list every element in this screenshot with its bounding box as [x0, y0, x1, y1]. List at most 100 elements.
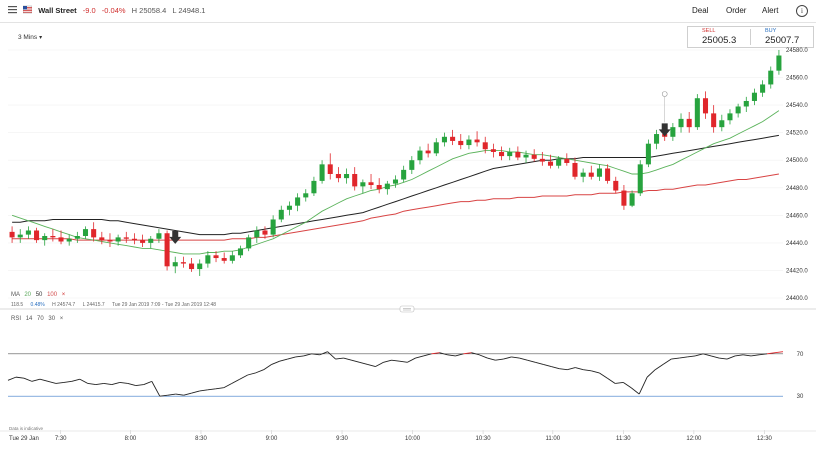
close-icon[interactable]: × [59, 316, 64, 322]
candle [629, 193, 635, 206]
rsi-segment [343, 357, 352, 361]
candle [441, 136, 447, 143]
candle [172, 262, 178, 267]
rsi-segment [71, 378, 81, 382]
timeframe-select[interactable]: 3 Mins ▾ [18, 34, 42, 41]
candle [189, 263, 195, 270]
candle [694, 98, 700, 128]
session-high: H 25058.4 [131, 6, 167, 15]
rsi-segment [311, 353, 320, 356]
instrument-name[interactable]: Wall Street [38, 6, 77, 15]
rsi-segment [694, 353, 704, 357]
pane-divider[interactable] [0, 305, 816, 313]
rsi-segment [95, 383, 104, 385]
candle [572, 162, 578, 177]
candle [34, 230, 40, 241]
time-tick-label: 9:00 [265, 436, 278, 442]
candle [401, 169, 407, 180]
rsi-segment [503, 356, 512, 360]
rsi-tick-label: 70 [797, 352, 804, 358]
rsi-segment [119, 381, 128, 384]
candle [164, 233, 170, 267]
candle [229, 255, 235, 261]
candle [474, 139, 480, 143]
ma20-label: 20 [24, 292, 32, 298]
ma-value-4: Tue 29 Jan 2019 7:09 - Tue 29 Jan 2019 1… [111, 302, 217, 308]
rsi-segment [183, 392, 192, 396]
rsi-segment [719, 357, 728, 360]
quote-box: SELL 25005.3 BUY 25007.7 [687, 26, 814, 48]
rsi-segment [55, 381, 64, 384]
rsi-segment [598, 372, 608, 379]
rsi-segment [471, 352, 480, 356]
rsi-segment [407, 357, 416, 363]
time-tick-label: 7:30 [54, 436, 67, 442]
close-icon[interactable]: × [61, 292, 66, 298]
candle [776, 55, 782, 71]
candle [515, 151, 521, 158]
rsi-segment [383, 359, 392, 363]
candle [409, 160, 415, 170]
time-tick-label: 10:00 [405, 436, 421, 442]
deal-button[interactable]: Deal [692, 6, 709, 15]
candle [17, 234, 23, 238]
alert-button[interactable]: Alert [762, 6, 779, 15]
rsi-segment [327, 351, 336, 360]
date-label: Tue 29 Jan [9, 436, 39, 442]
price-tick-label: 24580.0 [786, 48, 808, 54]
ma-legend[interactable]: MA 20 50 100 × [11, 292, 65, 298]
rsi-segment [239, 374, 248, 380]
order-button[interactable]: Order [726, 6, 747, 15]
chevron-down-icon: ▾ [39, 35, 43, 41]
rsi-segment [766, 352, 776, 355]
candle [246, 237, 252, 249]
candle [547, 161, 554, 166]
indicative-note: Data is indicative [9, 426, 44, 431]
rsi-segment [103, 383, 112, 385]
rsi-segment [662, 358, 672, 365]
rsi-segment [47, 380, 57, 384]
info-icon[interactable]: i [796, 5, 808, 17]
sell-quote[interactable]: SELL 25005.3 [688, 27, 750, 47]
candle [702, 98, 709, 114]
rsi-segment [575, 367, 584, 371]
rsi-segment [742, 354, 752, 357]
rsi-segment [606, 377, 616, 384]
ma50-path [12, 134, 779, 236]
rsi-segment [423, 353, 432, 357]
ma100-label: 100 [47, 292, 58, 298]
time-tick-label: 9:30 [336, 436, 348, 442]
rsi-segment [351, 359, 360, 363]
candle [115, 237, 121, 242]
rsi-segment [646, 369, 656, 378]
ma50-label: 50 [35, 292, 43, 298]
list-icon[interactable] [8, 6, 19, 15]
timeframe-value: 3 Mins [18, 34, 38, 41]
candle [768, 70, 774, 85]
price-tick-label: 24500.0 [786, 158, 808, 164]
buy-quote[interactable]: BUY 25007.7 [751, 27, 813, 47]
candle [9, 231, 15, 238]
rsi-segment [191, 390, 200, 394]
candle [654, 134, 660, 144]
candle [735, 106, 741, 114]
rsi-segment [151, 381, 161, 397]
candle [670, 127, 676, 137]
marker-handle [661, 91, 668, 97]
ma-values: 118.5 0.48% H 24574.7 L 24415.7 Tue 29 J… [11, 302, 222, 308]
rsi-legend[interactable]: RSI 14 70 30 × [11, 316, 66, 322]
rsi-pane: 70 30 [7, 351, 804, 400]
candle [213, 255, 219, 259]
candle [123, 237, 129, 239]
rsi-segment [463, 352, 472, 355]
rsi-segment [551, 366, 560, 370]
candle [458, 140, 464, 146]
candle [197, 263, 203, 270]
candle [751, 92, 757, 101]
time-tick-label: 12:00 [686, 436, 702, 442]
candle [140, 240, 146, 243]
rsi-segment [583, 369, 592, 372]
ma-value-0: 118.5 [11, 302, 24, 308]
rsi-segment [15, 376, 25, 379]
